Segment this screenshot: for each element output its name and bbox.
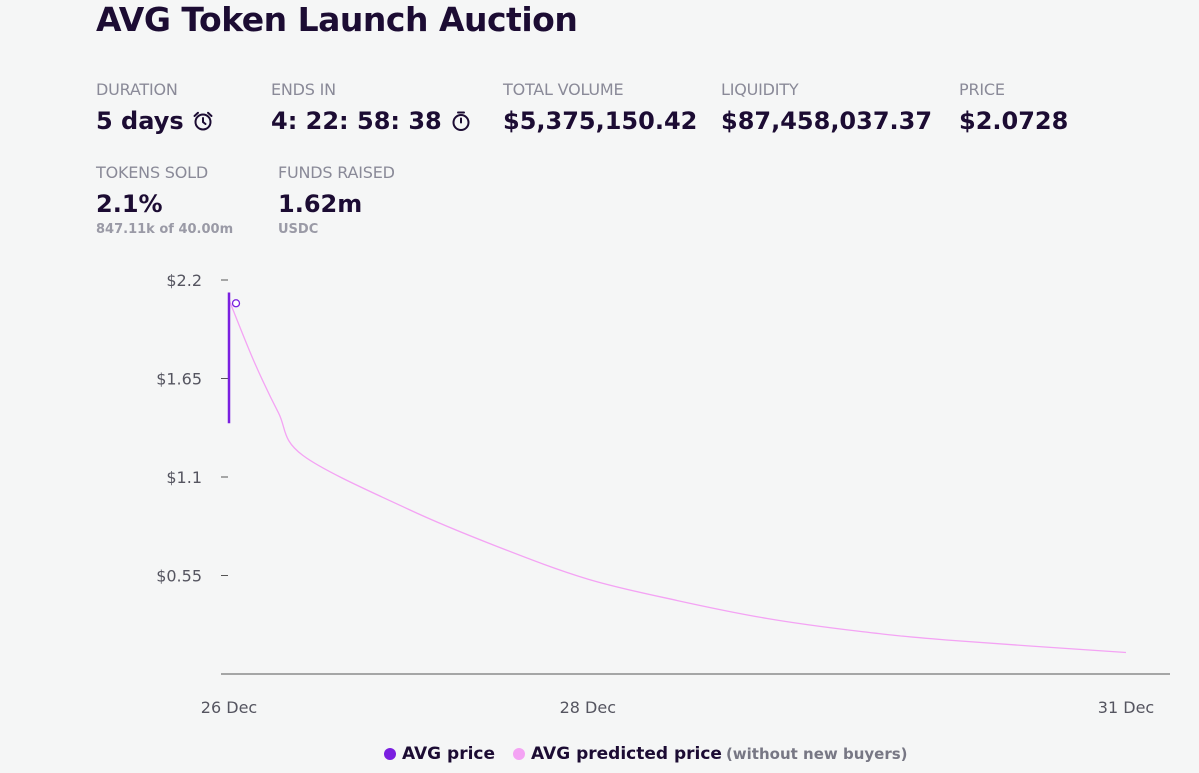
legend-label-avg-predicted: AVG predicted price [531, 744, 722, 764]
y-tick-label: $0.55 [156, 567, 202, 586]
duration-stat: DURATION 5 days [96, 80, 214, 136]
ends-in-label: ENDS IN [271, 80, 336, 99]
duration-value-row: 5 days [96, 106, 214, 136]
funds-raised-label: FUNDS RAISED [278, 163, 395, 182]
price-chart: $2.2 $1.65 $1.1 $0.55 26 Dec 28 Dec 31 Dec [156, 271, 1170, 717]
funds-raised-value: 1.62m [278, 190, 363, 218]
alarm-clock-icon [192, 110, 214, 132]
tokens-sold-label: TOKENS SOLD [96, 163, 208, 182]
price-value: $2.0728 [959, 107, 1069, 135]
tokens-sold-stat: TOKENS SOLD 2.1% 847.11k of 40.00m [96, 163, 233, 239]
legend-swatch-avg-predicted [513, 748, 526, 760]
avg-predicted-price-line [228, 299, 1127, 654]
funds-raised-stat: FUNDS RAISED 1.62m USDC [278, 163, 395, 239]
chart-legend: AVG price AVG predicted price (without n… [384, 744, 908, 764]
funds-raised-sub: USDC [278, 222, 319, 237]
price-stat: PRICE $2.0728 [959, 80, 1068, 136]
ends-in-value-row: 4: 22: 58: 38 [271, 106, 472, 136]
ends-in-stat: ENDS IN 4: 22: 58: 38 [271, 80, 472, 136]
legend-label-avg-price: AVG price [402, 744, 496, 764]
tokens-sold-value: 2.1% [96, 190, 163, 218]
price-label: PRICE [959, 80, 1005, 99]
legend-item-avg-predicted: AVG predicted price [513, 744, 722, 764]
x-tick-label: 26 Dec [201, 698, 257, 717]
liquidity-label: LIQUIDITY [721, 80, 799, 99]
liquidity-stat: LIQUIDITY $87,458,037.37 [721, 80, 932, 136]
x-tick-label: 28 Dec [560, 698, 616, 717]
legend-swatch-avg-price [384, 748, 396, 760]
page-title: AVG Token Launch Auction [96, 0, 578, 39]
liquidity-value: $87,458,037.37 [721, 107, 933, 135]
legend-note: (without new buyers) [725, 745, 908, 763]
legend-item-avg-price: AVG price [384, 744, 495, 764]
x-tick-label: 31 Dec [1098, 698, 1154, 717]
ends-in-value: 4: 22: 58: 38 [271, 107, 442, 135]
total-volume-stat: TOTAL VOLUME $5,375,150.42 [503, 80, 697, 136]
y-tick-label: $2.2 [166, 271, 202, 290]
current-price-marker [231, 299, 241, 308]
total-volume-label: TOTAL VOLUME [503, 80, 624, 99]
duration-label: DURATION [96, 80, 178, 99]
y-tick-label: $1.65 [156, 370, 202, 389]
stopwatch-icon [450, 110, 472, 132]
total-volume-value: $5,375,150.42 [503, 107, 698, 135]
duration-value: 5 days [96, 107, 184, 135]
y-tick-label: $1.1 [166, 468, 202, 487]
tokens-sold-sub: 847.11k of 40.00m [96, 222, 234, 237]
